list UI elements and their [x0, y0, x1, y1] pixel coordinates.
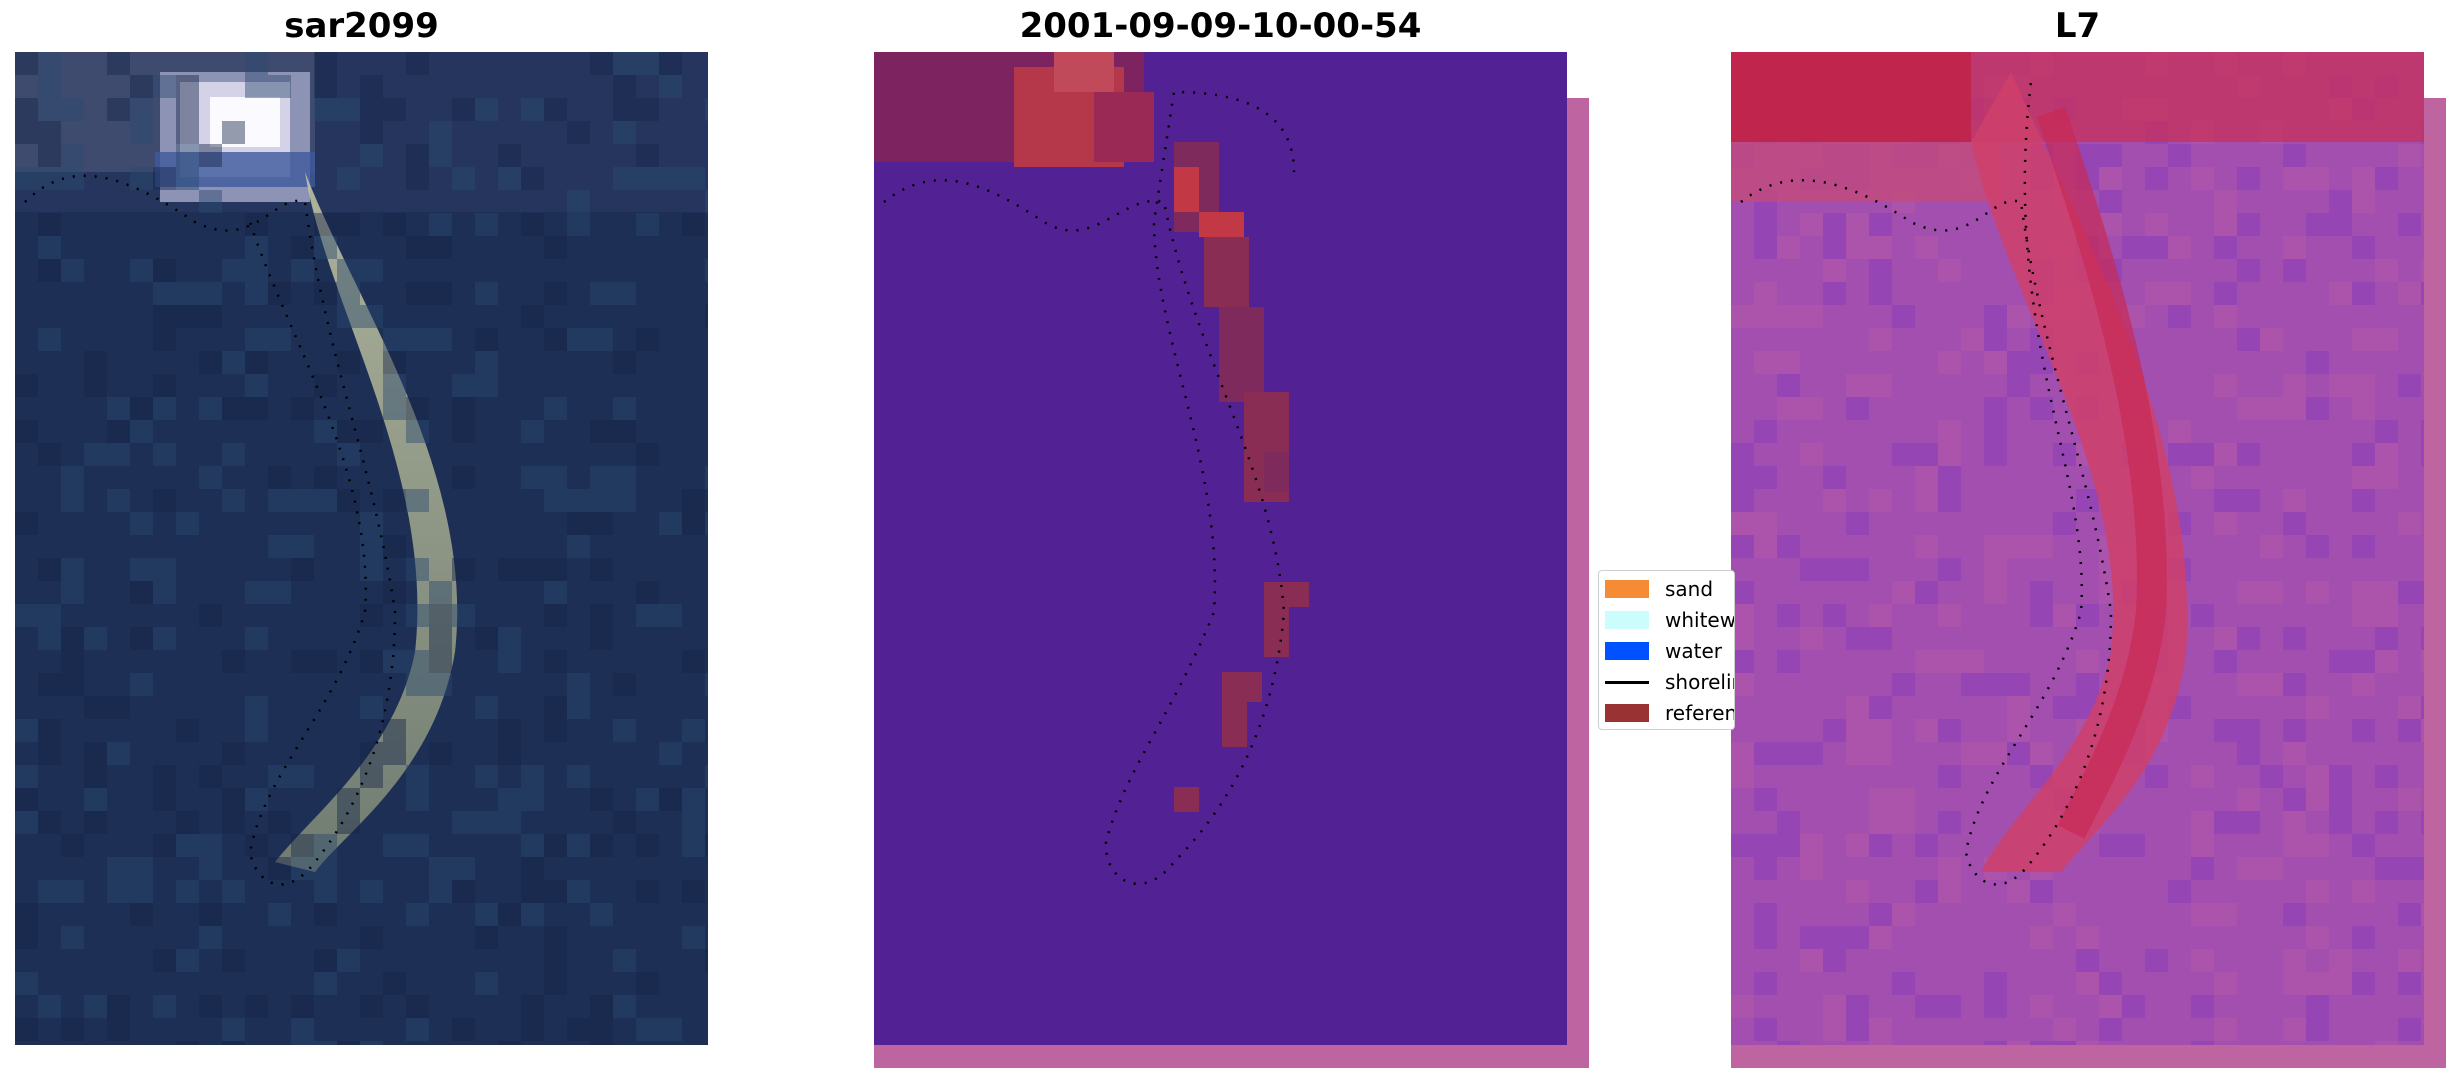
index-map-panel[interactable] — [1731, 52, 2424, 1045]
legend-swatch-water — [1605, 642, 1649, 660]
panel-title-sar2099: sar2099 — [284, 6, 439, 46]
classification-panel[interactable] — [874, 52, 1567, 1045]
shoreline-line — [24, 174, 397, 886]
legend-label-whitewater: whitewater — [1665, 608, 1735, 632]
panel-title-l7: L7 — [2054, 6, 2101, 46]
index-map-image — [1731, 52, 2424, 1045]
legend-swatch-sand — [1605, 580, 1649, 598]
legend-item-whitewater: whitewater — [1605, 608, 1735, 632]
panel-title-date: 2001-09-09-10-00-54 — [1019, 6, 1422, 46]
legend-label-sand: sand — [1665, 577, 1714, 601]
legend-label-shoreline: shoreline — [1665, 670, 1734, 694]
satellite-image — [15, 52, 708, 1045]
legend-swatch-whitewater — [1605, 611, 1649, 629]
legend-label-reference: reference — [1665, 701, 1734, 725]
shoreline-line-right — [1740, 81, 2113, 886]
legend-swatch-shoreline — [1605, 680, 1649, 684]
legend: sand whitewater water shoreline referenc… — [1598, 570, 1735, 730]
legend-item-reference: reference — [1605, 701, 1734, 725]
legend-label-water: water — [1665, 639, 1722, 663]
legend-item-water: water — [1605, 639, 1722, 663]
classification-image — [874, 52, 1567, 1045]
satellite-image-panel[interactable] — [15, 52, 708, 1045]
legend-item-shoreline: shoreline — [1605, 670, 1734, 694]
legend-swatch-reference — [1605, 704, 1649, 722]
legend-item-sand: sand — [1605, 577, 1713, 601]
